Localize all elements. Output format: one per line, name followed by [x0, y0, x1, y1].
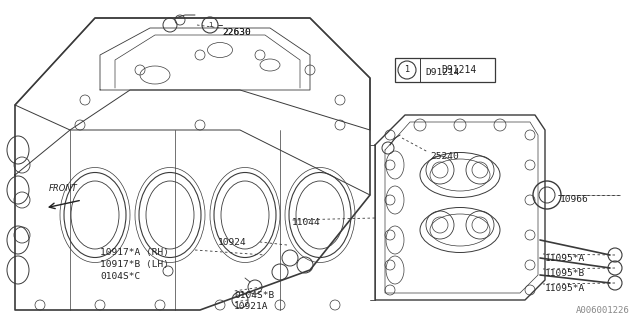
Text: 11095*A: 11095*A — [545, 284, 585, 293]
Text: 0104S*B: 0104S*B — [234, 291, 275, 300]
Text: 10966: 10966 — [560, 195, 589, 204]
Text: 10921A: 10921A — [234, 302, 269, 311]
Text: 10917*B ⟨LH⟩: 10917*B ⟨LH⟩ — [100, 260, 169, 269]
Text: 11044: 11044 — [292, 218, 321, 227]
Text: 1: 1 — [208, 22, 212, 28]
Text: 10924: 10924 — [218, 238, 247, 247]
Text: 25240: 25240 — [430, 152, 459, 161]
Text: 11095*B: 11095*B — [545, 269, 585, 278]
Text: A006001226: A006001226 — [576, 306, 630, 315]
Text: D91214: D91214 — [442, 65, 477, 75]
Text: 22630: 22630 — [222, 28, 251, 37]
Bar — [395, 58, 495, 82]
Text: 11095*A: 11095*A — [545, 254, 585, 263]
Text: 1: 1 — [404, 66, 410, 75]
Text: D91214: D91214 — [425, 68, 460, 77]
Text: 0104S*C: 0104S*C — [100, 272, 140, 281]
Text: 10917*A ⟨RH⟩: 10917*A ⟨RH⟩ — [100, 248, 169, 257]
Text: 22630: 22630 — [222, 28, 251, 37]
Text: FRONT: FRONT — [49, 184, 77, 193]
